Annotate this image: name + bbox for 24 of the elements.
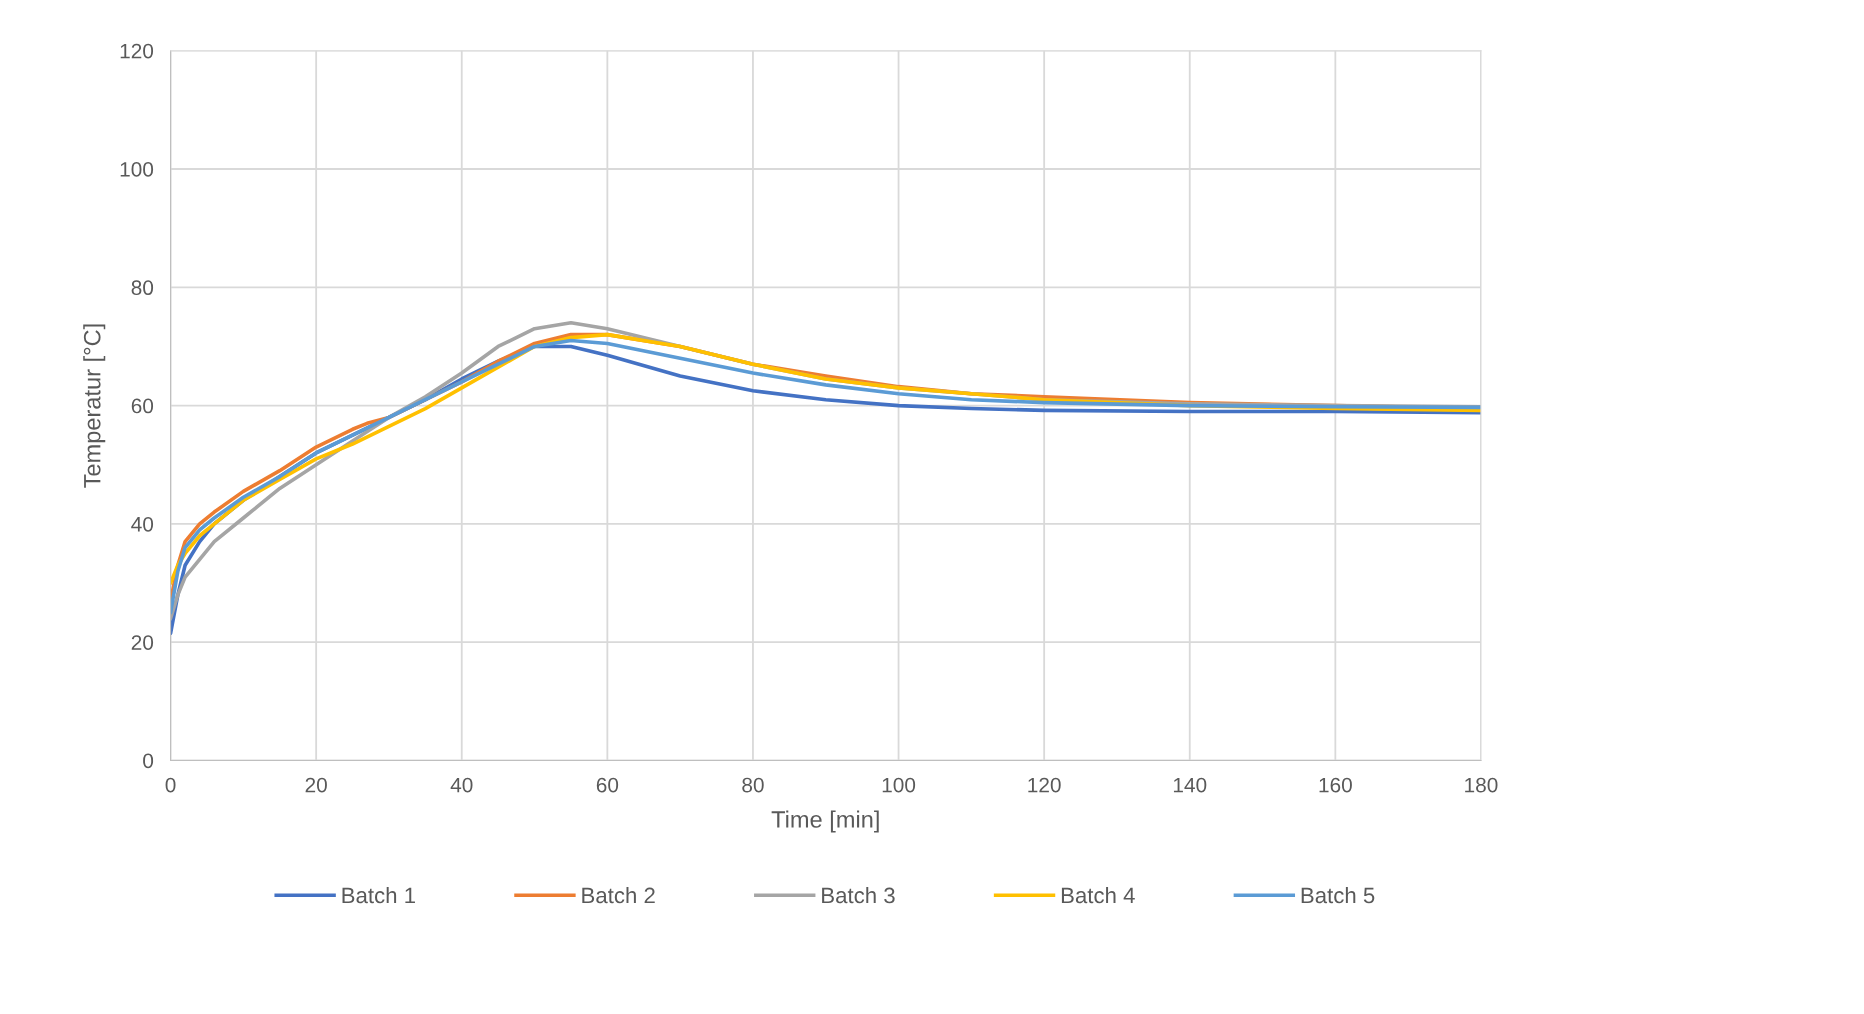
x-tick-label: 120 [1028,777,1061,793]
x-tick-label: 20 [305,777,327,793]
x-tick-label: 0 [165,777,176,793]
y-tick-label: 120 [120,43,154,59]
y-tick-label: 40 [131,516,154,532]
x-tick-label: 40 [450,777,473,793]
y-axis-title: Temperatur [°C] [83,324,106,488]
x-tick-label: 160 [1319,777,1352,793]
y-tick-label: 80 [131,280,154,296]
y-tick-label: 100 [120,162,154,177]
legend-label: Batch 4 [1061,886,1135,904]
legend-label: Batch 1 [342,886,415,904]
x-tick-label: 100 [882,777,916,793]
y-tick-label: 20 [131,635,154,650]
x-axis-title: Time [min] [771,810,879,833]
x-tick-label: 180 [1465,777,1498,793]
legend-label: Batch 5 [1301,886,1375,904]
x-tick-label: 60 [596,777,619,793]
x-tick-label: 140 [1173,777,1207,793]
legend-label: Batch 2 [582,886,655,904]
y-tick-label: 0 [143,753,154,769]
y-tick-label: 60 [131,398,154,414]
legend-label: Batch 3 [822,886,895,904]
x-tick-label: 80 [742,777,764,793]
